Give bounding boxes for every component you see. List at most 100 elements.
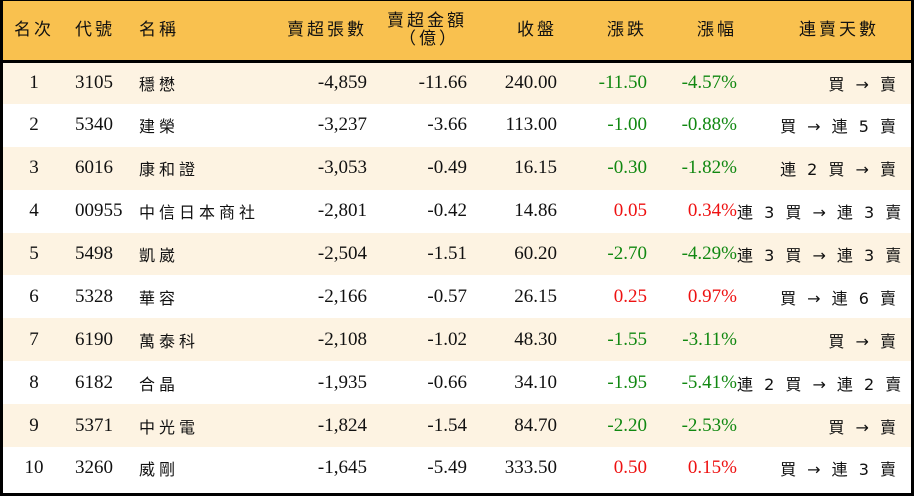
sell-streak-cell: 買 → 連 3 賣 (780, 460, 899, 480)
sell-streak-cell: 買 → 連 5 賣 (780, 117, 899, 137)
header-sell-amount-line2: （億） (399, 29, 459, 50)
stock-code-cell[interactable]: 00955 (75, 200, 123, 222)
stock-name-cell[interactable]: 康和證 (139, 160, 200, 180)
stock-name-cell[interactable]: 凱崴 (139, 246, 180, 265)
header-sell-amount-line1: 賣超金額 (387, 11, 467, 32)
sell-amount-cell: -3.66 (427, 114, 467, 136)
header-code[interactable]: 代號 (65, 1, 137, 63)
close-price-cell: 34.10 (514, 371, 557, 393)
header-name[interactable]: 名稱 (137, 1, 267, 63)
sell-sheets-cell: -2,504 (317, 243, 367, 264)
stock-name-cell[interactable]: 華容 (139, 288, 180, 308)
change-pct-cell: -4.29% (681, 243, 737, 264)
rank-cell: 1 (29, 72, 39, 94)
table-row[interactable]: 6 5328 華容 -2,166 -0.57 26.15 0.25 0.97% … (3, 275, 911, 319)
sell-streak-cell: 買 → 連 6 賣 (780, 288, 899, 308)
table-row[interactable]: 10 3260 威剛 -1,645 -5.49 333.50 0.50 0.15… (3, 447, 911, 490)
sell-sheets-cell: -2,801 (317, 200, 367, 222)
change-pct-cell: -1.82% (681, 157, 737, 179)
stock-code-cell[interactable]: 6016 (75, 157, 113, 179)
sell-streak-cell: 連 3 買 → 連 3 賣 (737, 246, 905, 265)
table-row[interactable]: 2 5340 建榮 -3,237 -3.66 113.00 -1.00 -0.8… (3, 103, 911, 147)
header-close[interactable]: 收盤 (467, 1, 557, 63)
close-price-cell: 48.30 (514, 328, 557, 350)
sell-amount-cell: -11.66 (418, 72, 467, 94)
close-price-cell: 333.50 (504, 457, 557, 479)
change-cell: -0.30 (607, 157, 647, 179)
sell-sheets-cell: -3,237 (317, 114, 367, 136)
change-pct-cell: -2.53% (681, 414, 737, 436)
table-row[interactable]: 1 3105 穩懋 -4,859 -11.66 240.00 -11.50 -4… (3, 61, 911, 104)
change-cell: -1.55 (607, 328, 647, 350)
stock-name-cell[interactable]: 建榮 (139, 117, 180, 137)
stock-code-cell[interactable]: 5371 (75, 414, 113, 436)
rank-cell: 9 (29, 414, 39, 436)
change-pct-cell: -3.11% (682, 328, 737, 350)
sell-streak-cell: 買 → 賣 (828, 75, 899, 95)
sell-amount-cell: -1.51 (427, 243, 467, 264)
table-row[interactable]: 5 5498 凱崴 -2,504 -1.51 60.20 -2.70 -4.29… (3, 232, 911, 276)
stock-code-cell[interactable]: 5498 (75, 243, 113, 264)
header-sell-sheets[interactable]: 賣超張數 (267, 1, 367, 63)
sell-sheets-cell: -3,053 (317, 157, 367, 179)
header-rank[interactable]: 名次 (3, 1, 65, 63)
change-pct-cell: 0.15% (687, 457, 737, 479)
stock-code-cell[interactable]: 5340 (75, 114, 113, 136)
change-pct-cell: -0.88% (681, 114, 737, 136)
close-price-cell: 14.86 (514, 200, 557, 222)
close-price-cell: 84.70 (514, 414, 557, 436)
stock-code-cell[interactable]: 3260 (75, 457, 113, 479)
rank-cell: 3 (29, 157, 39, 179)
sell-streak-cell: 買 → 賣 (828, 331, 899, 351)
change-cell: -1.00 (607, 114, 647, 136)
sell-sheets-cell: -1,645 (317, 457, 367, 479)
rank-cell: 10 (24, 457, 44, 479)
sell-streak-cell: 買 → 賣 (828, 417, 899, 437)
rank-cell: 6 (29, 285, 39, 307)
sell-amount-cell: -0.66 (427, 371, 467, 393)
change-cell: -1.95 (607, 371, 647, 393)
sell-amount-cell: -5.49 (427, 457, 467, 479)
change-cell: -2.20 (607, 414, 647, 436)
sell-sheets-cell: -1,824 (317, 414, 367, 436)
header-streak[interactable]: 連賣天數 (737, 1, 911, 63)
stock-name-cell[interactable]: 中光電 (139, 417, 200, 437)
close-price-cell: 26.15 (514, 285, 557, 307)
close-price-cell: 60.20 (514, 243, 557, 264)
table-header-row: 名次 代號 名稱 賣超張數 賣超金額 （億） 收盤 漲跌 漲幅 連賣天數 (3, 1, 911, 63)
table-row[interactable]: 4 00955 中信日本商社 -2,801 -0.42 14.86 0.05 0… (3, 189, 911, 233)
stock-code-cell[interactable]: 3105 (75, 72, 113, 94)
close-price-cell: 240.00 (504, 72, 557, 94)
sell-amount-cell: -1.02 (427, 328, 467, 350)
stock-code-cell[interactable]: 6190 (75, 328, 113, 350)
sell-streak-cell: 連 2 買 → 連 2 賣 (737, 374, 905, 394)
table-row[interactable]: 9 5371 中光電 -1,824 -1.54 84.70 -2.20 -2.5… (3, 404, 911, 448)
sell-sheets-cell: -4,859 (317, 72, 367, 94)
stock-name-cell[interactable]: 合晶 (139, 374, 180, 394)
sell-amount-cell: -0.57 (427, 285, 467, 307)
table-row[interactable]: 3 6016 康和證 -3,053 -0.49 16.15 -0.30 -1.8… (3, 146, 911, 190)
stock-code-cell[interactable]: 5328 (75, 285, 113, 307)
table-row[interactable]: 7 6190 萬泰科 -2,108 -1.02 48.30 -1.55 -3.1… (3, 318, 911, 362)
close-price-cell: 16.15 (514, 157, 557, 179)
stock-name-cell[interactable]: 穩懋 (139, 75, 180, 95)
change-pct-cell: 0.97% (687, 285, 737, 307)
stock-name-cell[interactable]: 威剛 (139, 460, 180, 480)
change-cell: 0.50 (613, 457, 647, 479)
sell-streak-cell: 連 3 買 → 連 3 賣 (737, 203, 905, 223)
change-cell: -11.50 (598, 72, 647, 94)
close-price-cell: 113.00 (505, 114, 557, 136)
header-sell-amount[interactable]: 賣超金額 （億） (367, 1, 467, 63)
sell-amount-cell: -1.54 (427, 414, 467, 436)
sell-sheets-cell: -2,108 (317, 328, 367, 350)
change-cell: 0.25 (613, 285, 647, 307)
stock-code-cell[interactable]: 6182 (75, 371, 113, 393)
table-row[interactable]: 8 6182 合晶 -1,935 -0.66 34.10 -1.95 -5.41… (3, 361, 911, 405)
rank-cell: 4 (29, 200, 39, 222)
rank-cell: 7 (29, 328, 39, 350)
header-change[interactable]: 漲跌 (557, 1, 647, 63)
stock-name-cell[interactable]: 萬泰科 (139, 331, 200, 351)
stock-name-cell[interactable]: 中信日本商社 (139, 203, 260, 223)
header-change-pct[interactable]: 漲幅 (647, 1, 737, 63)
rank-cell: 2 (29, 114, 39, 136)
